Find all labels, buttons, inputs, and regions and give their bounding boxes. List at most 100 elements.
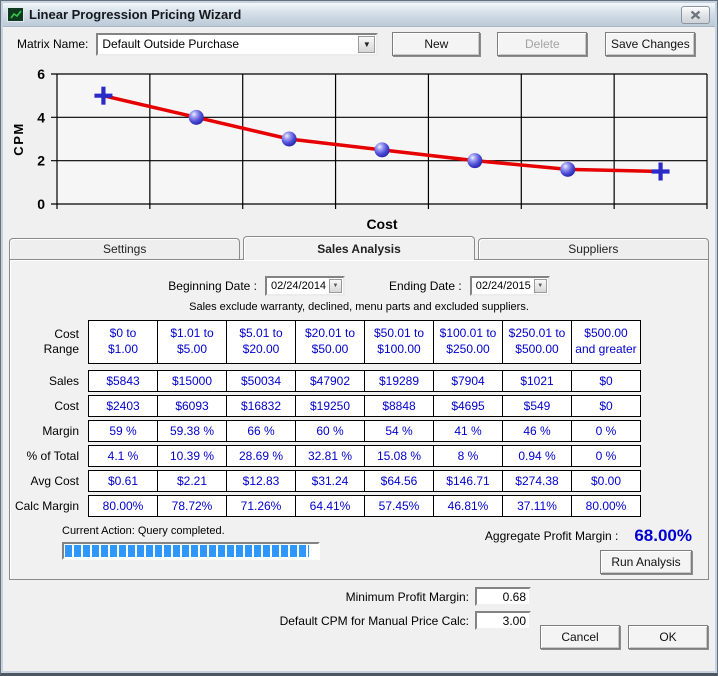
table-cell: $2403 [88, 395, 158, 417]
app-icon [7, 7, 24, 22]
table-cell: 54 % [364, 420, 434, 442]
row-header-label: Cost Range [43, 327, 79, 356]
close-icon [690, 10, 701, 19]
table-cell: 0 % [571, 445, 641, 467]
chart-point-sphere[interactable] [467, 153, 483, 169]
y-axis-label: CPM [11, 122, 26, 155]
table-cell: 4.1 % [88, 445, 158, 467]
table-cell: $4695 [433, 395, 503, 417]
table-cell: 78.72% [157, 495, 227, 517]
tab-sales-analysis[interactable]: Sales Analysis [243, 236, 475, 260]
chart-point-sphere[interactable] [281, 131, 297, 147]
table-cell: 37.11% [502, 495, 572, 517]
save-changes-button[interactable]: Save Changes [605, 32, 696, 56]
table-cell: 57.45% [364, 495, 434, 517]
table-cell: $19250 [295, 395, 365, 417]
default-cpm-input[interactable] [475, 611, 531, 630]
chart-point-handle[interactable] [651, 162, 670, 181]
matrix-name-value: Default Outside Purchase [102, 36, 240, 51]
date-row: Beginning Date : 02/24/2014 ▼ Ending Dat… [10, 260, 708, 296]
tab-suppliers[interactable]: Suppliers [477, 238, 709, 259]
table-cell: 28.69 % [226, 445, 296, 467]
table-row: Avg Cost $0.61 $2.21 $12.83 $31.24 $64.56 $146… [14, 470, 708, 492]
table-cell: $0 [571, 370, 641, 392]
table-cell: $12.83 [226, 470, 296, 492]
footer-fields: Minimum Profit Margin: Default CPM for M… [3, 587, 715, 630]
svg-text:6: 6 [37, 66, 45, 82]
ending-date-combobox[interactable]: 02/24/2015 ▼ [469, 276, 550, 296]
cost-range-header: $5.01 to $20.00 [226, 320, 296, 364]
tab-settings[interactable]: Settings [9, 238, 241, 259]
table-cell: 80.00% [88, 495, 158, 517]
minimum-profit-margin-row: Minimum Profit Margin: [346, 587, 531, 606]
new-button[interactable]: New [392, 32, 481, 56]
chart-point-handle[interactable] [94, 86, 113, 105]
chart-area: 0 2 4 6 CPM Cost [9, 62, 715, 234]
status-row: Current Action: Query completed. Aggrega… [62, 525, 692, 574]
dropdown-arrow-icon[interactable]: ▼ [329, 279, 342, 293]
table-cell: $0.61 [88, 470, 158, 492]
matrix-name-row: Matrix Name: Default Outside Purchase ▼ … [17, 32, 715, 56]
table-cell: 46.81% [433, 495, 503, 517]
window-title: Linear Progression Pricing Wizard [29, 7, 242, 22]
row-label: Cost [54, 398, 79, 413]
cost-range-header: $100.01 to $250.00 [433, 320, 503, 364]
matrix-name-combobox[interactable]: Default Outside Purchase ▼ [96, 32, 379, 56]
table-cell: 15.08 % [364, 445, 434, 467]
table-row: Sales $5843 $15000 $50034 $47902 $19289 $7904 $… [14, 370, 708, 392]
table-cell: 64.41% [295, 495, 365, 517]
table-cell: 59 % [88, 420, 158, 442]
run-analysis-button[interactable]: Run Analysis [600, 550, 692, 574]
table-cell: $1021 [502, 370, 572, 392]
table-cell: 66 % [226, 420, 296, 442]
dialog-buttons: Cancel OK [540, 625, 708, 649]
matrix-name-label: Matrix Name: [17, 37, 89, 51]
table-cell: $47902 [295, 370, 365, 392]
table-cell: 59.38 % [157, 420, 227, 442]
aggregate-profit-margin-label: Aggregate Profit Margin : [484, 529, 619, 543]
tab-strip: Settings Sales Analysis Suppliers [9, 236, 709, 260]
cancel-button[interactable]: Cancel [540, 625, 620, 649]
default-cpm-row: Default CPM for Manual Price Calc: [280, 611, 531, 630]
table-cell: $15000 [157, 370, 227, 392]
table-row: Calc Margin 80.00% 78.72% 71.26% 64.41% 57.45… [14, 495, 708, 517]
window-titlebar: Linear Progression Pricing Wizard [3, 3, 715, 27]
ending-date-value: 02/24/2015 [475, 280, 531, 292]
svg-text:2: 2 [37, 153, 45, 169]
table-cell: $19289 [364, 370, 434, 392]
status-right: Aggregate Profit Margin : 68.00% Run Ana… [485, 525, 692, 574]
table-row: % of Total 4.1 % 10.39 % 28.69 % 32.81 % 15.0… [14, 445, 708, 467]
minimum-profit-margin-label: Minimum Profit Margin: [345, 589, 469, 604]
cost-range-header: $20.01 to $50.00 [295, 320, 365, 364]
sales-note: Sales exclude warranty, declined, menu p… [189, 301, 529, 313]
row-label: Sales [48, 373, 79, 388]
dropdown-arrow-icon[interactable]: ▼ [533, 279, 547, 293]
cost-table: Cost Range $0 to $1.00 $1.01 to $5.00 $5.01 t… [14, 320, 708, 517]
table-cell: $2.21 [157, 470, 227, 492]
dropdown-arrow-icon[interactable]: ▼ [358, 35, 376, 53]
close-button[interactable] [681, 5, 710, 24]
aggregate-profit-margin-value: 68.00% [634, 526, 692, 545]
cost-range-header: $50.01 to $100.00 [364, 320, 434, 364]
table-cell: 0 % [571, 420, 641, 442]
table-row: Margin 59 % 59.38 % 66 % 60 % 54 % 41 % 46 % 0 % [14, 420, 708, 442]
aggregate-line: Aggregate Profit Margin : 68.00% [485, 525, 692, 547]
chart-point-sphere[interactable] [560, 161, 576, 177]
table-cell: 71.26% [226, 495, 296, 517]
cost-range-header: $0 to $1.00 [88, 320, 158, 364]
ending-date-label: Ending Date : [389, 279, 462, 293]
row-label: Calc Margin [14, 498, 79, 513]
ok-button[interactable]: OK [628, 625, 708, 649]
chart-point-sphere[interactable] [374, 142, 390, 158]
svg-text:0: 0 [37, 196, 45, 212]
current-action-text: Current Action: Query completed. [62, 525, 225, 537]
table-cell: $50034 [226, 370, 296, 392]
beginning-date-combobox[interactable]: 02/24/2014 ▼ [265, 276, 345, 296]
beginning-date-label: Beginning Date : [168, 279, 257, 293]
minimum-profit-margin-input[interactable] [475, 587, 531, 606]
table-cell: 80.00% [571, 495, 641, 517]
chart-point-sphere[interactable] [188, 109, 204, 125]
table-cell: 32.81 % [295, 445, 365, 467]
table-row: Cost $2403 $6093 $16832 $19250 $8848 $4695 $549… [14, 395, 708, 417]
progress-bar [62, 542, 320, 560]
